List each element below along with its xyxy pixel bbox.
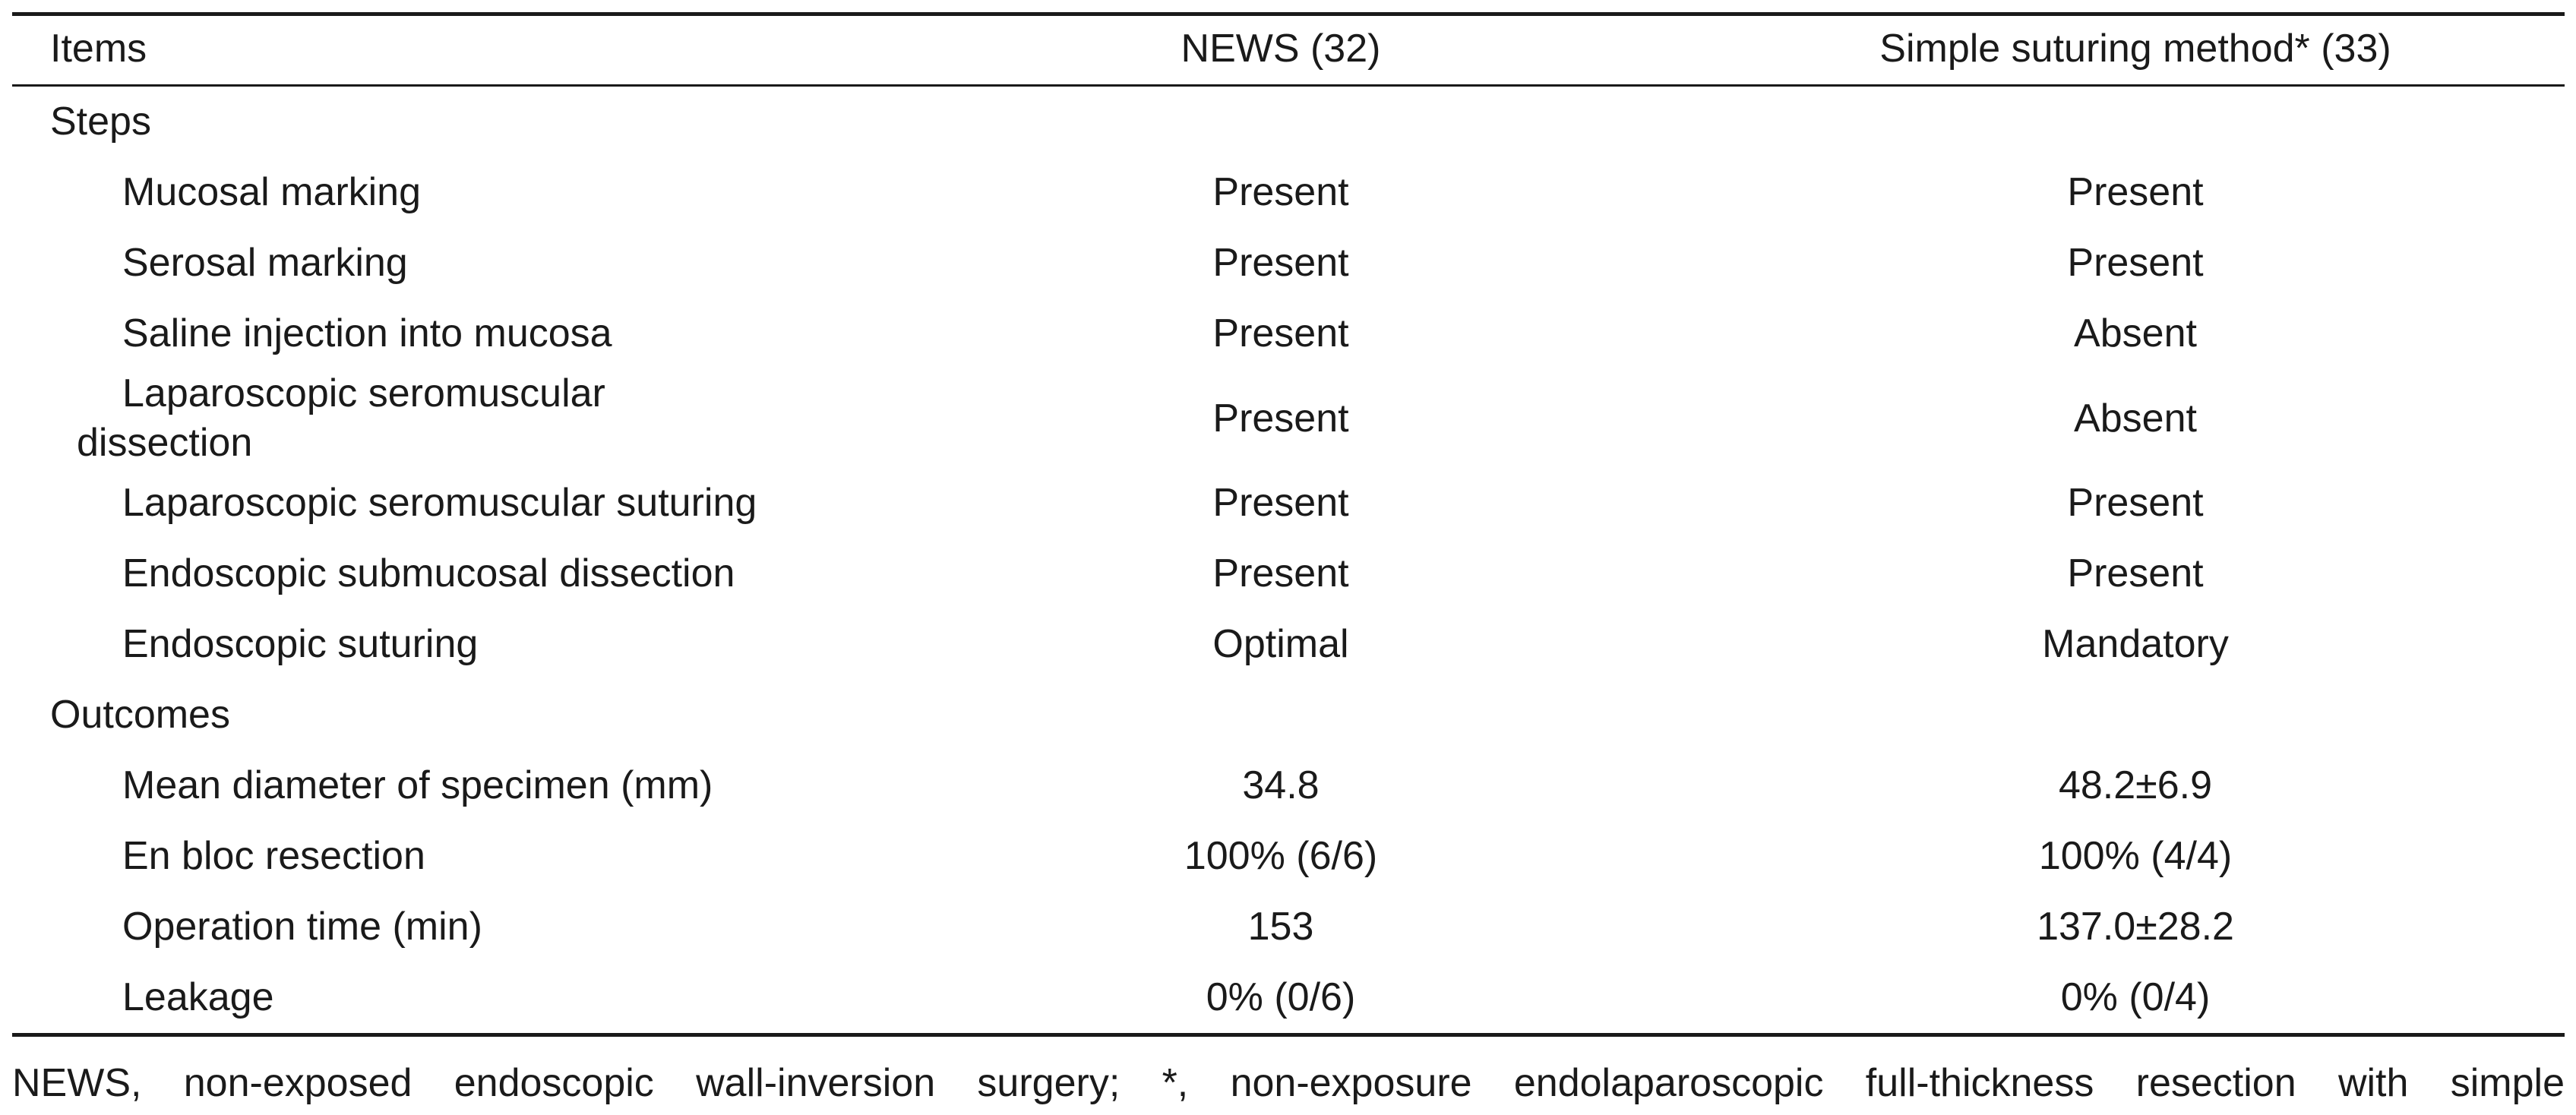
row-label: Laparoscopic seromuscular dissection [12, 369, 855, 468]
table-row: Endoscopic suturing Optimal Mandatory [12, 609, 2565, 680]
table-footnote: NEWS, non-exposed endoscopic wall-invers… [12, 1061, 2565, 1105]
row-simple-value: Mandatory [2042, 622, 2229, 666]
row-simple-value: 48.2±6.9 [2058, 763, 2213, 807]
table-row: Laparoscopic seromuscular suturing Prese… [12, 468, 2565, 539]
row-simple-value: Absent [2074, 396, 2197, 441]
row-label: Operation time (min) [122, 905, 482, 949]
row-news-value: 0% (0/6) [855, 962, 1706, 1037]
table-header-row: Items NEWS (32) Simple suturing method* … [12, 12, 2565, 87]
row-label: Saline injection into mucosa [122, 311, 612, 355]
row-news-value: Present [1212, 241, 1349, 285]
header-news: NEWS (32) [855, 12, 1706, 87]
row-news-value: Present [1212, 481, 1349, 525]
row-news-value: Present [1212, 551, 1349, 595]
row-label: En bloc resection [122, 834, 425, 878]
row-news-value: 34.8 [1242, 763, 1320, 807]
table-row: Saline injection into mucosa Present Abs… [12, 298, 2565, 369]
row-label: Mucosal marking [122, 170, 422, 214]
row-simple-value: Absent [2074, 311, 2197, 355]
header-simple-suturing: Simple suturing method* (33) [1706, 12, 2565, 87]
section-row-steps: Steps [12, 86, 2565, 158]
table-row: Mean diameter of specimen (mm) 34.8 48.2… [12, 750, 2565, 821]
row-simple-value: Present [2067, 170, 2204, 214]
row-simple-value: Present [2067, 551, 2204, 595]
row-simple-value: 100% (4/4) [2038, 834, 2233, 878]
table-row: Mucosal marking Present Present [12, 157, 2565, 228]
row-news-value: Present [1212, 396, 1349, 441]
table-row: Operation time (min) 153 137.0±28.2 [12, 892, 2565, 962]
row-news-value: Present [1212, 170, 1349, 214]
row-label-line2: dissection [77, 421, 253, 465]
row-label: Laparoscopic seromuscular suturing [122, 481, 757, 525]
table-row: Serosal marking Present Present [12, 228, 2565, 298]
section-title: Outcomes [50, 693, 230, 737]
row-simple-value: Present [2067, 241, 2204, 285]
table-row: En bloc resection 100% (6/6) 100% (4/4) [12, 821, 2565, 892]
section-title: Steps [50, 99, 151, 144]
row-label: Leakage [12, 962, 855, 1037]
row-simple-value: 137.0±28.2 [2037, 905, 2234, 949]
row-label: Endoscopic suturing [122, 622, 479, 666]
row-news-value: 100% (6/6) [1184, 834, 1378, 878]
comparison-table-container: Items NEWS (32) Simple suturing method* … [12, 12, 2565, 1037]
table-row: Laparoscopic seromuscular dissection Pre… [12, 369, 2565, 468]
row-label: Endoscopic submucosal dissection [122, 551, 735, 595]
table-row: Endoscopic submucosal dissection Present… [12, 539, 2565, 609]
row-label: Serosal marking [122, 241, 408, 285]
section-row-outcomes: Outcomes [12, 680, 2565, 750]
row-label: Mean diameter of specimen (mm) [122, 763, 713, 807]
row-news-value: Present [1212, 311, 1349, 355]
row-simple-value: 0% (0/4) [1706, 962, 2565, 1037]
row-news-value: 153 [1247, 905, 1314, 949]
row-simple-value: Present [2067, 481, 2204, 525]
row-label-line1: Laparoscopic seromuscular [122, 371, 605, 415]
comparison-table: Items NEWS (32) Simple suturing method* … [12, 12, 2565, 1037]
header-items: Items [12, 12, 855, 87]
row-news-value: Optimal [1212, 622, 1349, 666]
table-row: Leakage 0% (0/6) 0% (0/4) [12, 962, 2565, 1037]
